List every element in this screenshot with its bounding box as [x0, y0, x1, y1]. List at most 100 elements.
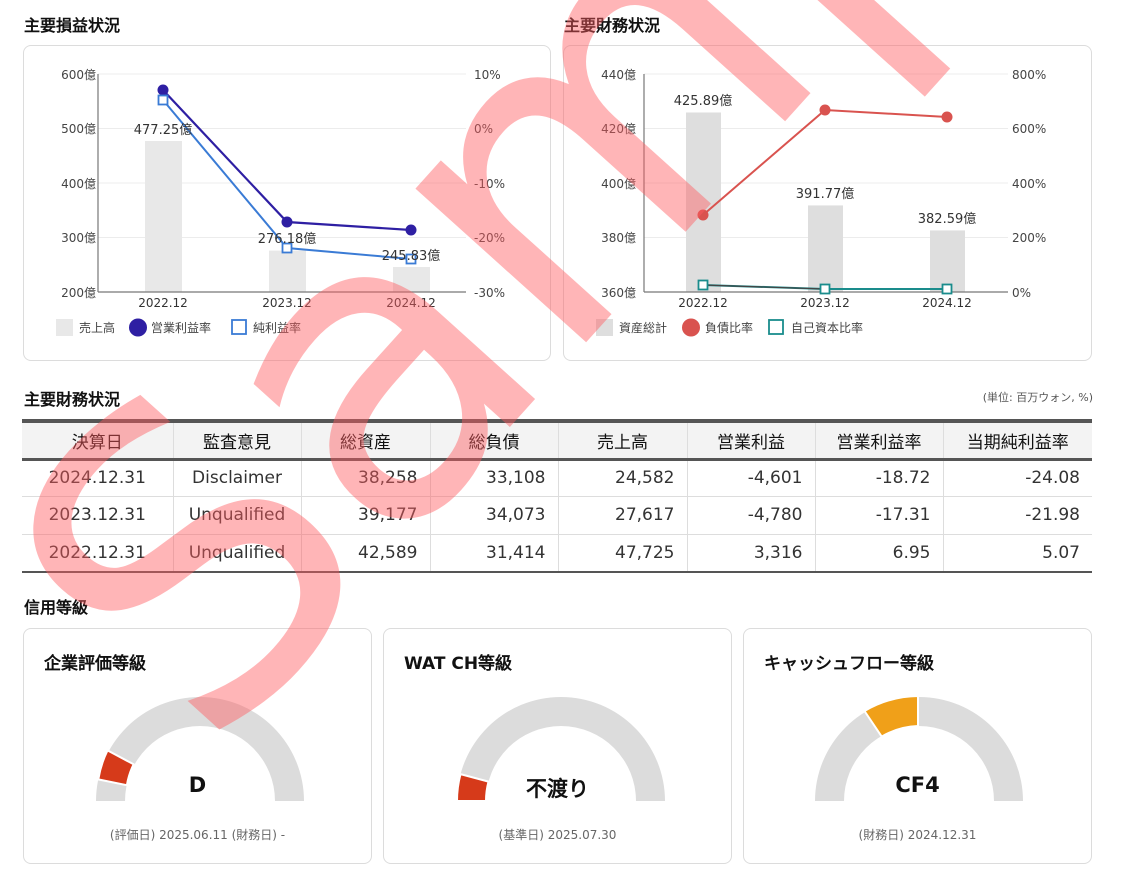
income-legend: 売上高 営業利益率 純利益率	[56, 318, 301, 337]
table-row: 2023.12.31 Unqualified 39,177 34,073 27,…	[22, 496, 1092, 535]
bar-sales-2024[interactable]	[393, 267, 430, 292]
table-header-row: 決算日 監査意見 総資産 総負債 売上高 営業利益 営業利益率 当期純利益率	[22, 419, 1092, 461]
op-margin-point-2022[interactable]	[157, 84, 169, 96]
bar-value-label: 425.89億	[674, 93, 733, 109]
income-right-tick: -20%	[474, 231, 505, 245]
legend-circle-icon	[682, 318, 700, 337]
cell-date: 2022.12.31	[22, 534, 173, 573]
income-chart-svg: 600億 500億 400億 300億 200億 10% 0% -10% -20…	[56, 68, 505, 337]
equity-ratio-point-2022[interactable]	[697, 279, 709, 291]
bar-assets-2024[interactable]	[930, 230, 965, 292]
bar-assets-2023[interactable]	[808, 205, 843, 292]
cell-operating-income: 3,316	[686, 534, 815, 573]
balance-right-tick: 0%	[1012, 286, 1031, 300]
grade-card-title: WAT CH等級	[404, 654, 513, 674]
grade-date: (基準日) 2025.07.30	[498, 828, 617, 842]
column-header[interactable]: 売上高	[557, 419, 687, 461]
grade-card-title: 企業評価等級	[44, 654, 146, 674]
balance-left-tick: 380億	[601, 231, 636, 245]
column-header[interactable]: 総負債	[429, 419, 558, 461]
credit-section-title: 信用等級	[24, 598, 89, 617]
net-margin-point-2022[interactable]	[157, 94, 169, 106]
income-left-tick: 300億	[61, 231, 96, 245]
debt-ratio-point-2022[interactable]	[697, 209, 709, 221]
cell-total-assets: 38,258	[300, 459, 430, 497]
column-header[interactable]: 総資産	[300, 419, 430, 461]
balance-section-title: 主要財務状況	[564, 16, 661, 35]
op-margin-point-2023[interactable]	[281, 216, 293, 228]
grade-card-title: キャッシュフロー等級	[764, 654, 934, 674]
cell-audit-opinion: Unqualified	[172, 534, 301, 573]
debt-ratio-point-2023[interactable]	[819, 104, 831, 116]
grade-value: CF4	[895, 773, 940, 797]
legend-label: 資産総計	[619, 320, 667, 335]
table-section-title: 主要財務状況	[24, 390, 121, 409]
balance-left-tick: 440億	[601, 68, 636, 82]
balance-legend: 資産総計 負債比率 自己資本比率	[596, 318, 863, 337]
bar-value-label: 382.59億	[918, 211, 977, 227]
cell-net-margin: -24.08	[942, 459, 1092, 497]
grade-card-corporate: 企業評価等級 D (評価日) 2025.06.11 (財務日) -	[23, 628, 372, 864]
balance-chart-card: 440億 420億 400億 380億 360億 800% 600% 400% …	[563, 45, 1092, 361]
equity-ratio-point-2023[interactable]	[819, 283, 831, 295]
net-margin-point-2023[interactable]	[281, 242, 293, 254]
bar-value-label: 245.83億	[382, 248, 441, 264]
bar-sales-2023[interactable]	[269, 250, 306, 292]
cell-net-margin: 5.07	[942, 534, 1092, 573]
column-header[interactable]: 営業利益	[686, 419, 815, 461]
cell-audit-opinion: Disclaimer	[172, 459, 301, 497]
column-header[interactable]: 営業利益率	[814, 419, 943, 461]
grade-card-cashflow: キャッシュフロー等級 CF4 (財務日) 2024.12.31	[743, 628, 1092, 864]
legend-bar-swatch	[596, 319, 613, 336]
bar-assets-2022[interactable]	[686, 112, 721, 293]
income-right-tick: 10%	[474, 68, 501, 82]
op-margin-point-2024[interactable]	[405, 224, 417, 236]
legend-square-icon	[768, 319, 784, 335]
unit-note: (単位: 百万ウォン, %)	[982, 391, 1093, 404]
balance-category-label: 2023.12	[800, 296, 850, 310]
income-category-label: 2023.12	[262, 296, 312, 310]
income-category-label: 2024.12	[386, 296, 436, 310]
balance-left-tick: 360億	[601, 286, 636, 300]
income-section-title: 主要損益状況	[24, 16, 121, 35]
column-header[interactable]: 当期純利益率	[942, 419, 1092, 461]
balance-chart-svg: 440億 420億 400億 380億 360億 800% 600% 400% …	[596, 68, 1046, 337]
legend-label: 自己資本比率	[791, 320, 863, 335]
bar-value-label: 391.77億	[796, 186, 855, 202]
legend-label: 営業利益率	[151, 320, 211, 335]
cell-operating-income: -4,780	[686, 496, 815, 535]
equity-ratio-point-2024[interactable]	[941, 283, 953, 295]
bar-value-label: 276.18億	[258, 231, 317, 247]
balance-right-tick: 800%	[1012, 68, 1046, 82]
gauge-segment-active	[455, 772, 490, 802]
income-left-tick: 200億	[61, 286, 96, 300]
cell-operating-margin: 6.95	[814, 534, 943, 573]
cell-total-assets: 42,589	[300, 534, 430, 573]
cell-net-margin: -21.98	[942, 496, 1092, 535]
legend-bar-swatch	[56, 319, 73, 336]
column-header[interactable]: 決算日	[22, 419, 173, 461]
grade-date: (財務日) 2024.12.31	[858, 828, 977, 842]
bar-sales-2022[interactable]	[145, 141, 182, 292]
net-margin-point-2024[interactable]	[405, 253, 417, 265]
column-header[interactable]: 監査意見	[172, 419, 301, 461]
legend-square-icon	[231, 319, 247, 335]
legend-label: 負債比率	[705, 320, 753, 335]
balance-left-tick: 400億	[601, 177, 636, 191]
cell-date: 2023.12.31	[22, 496, 173, 535]
balance-right-tick: 200%	[1012, 231, 1046, 245]
income-category-label: 2022.12	[138, 296, 188, 310]
legend-circle-icon	[129, 318, 147, 337]
income-left-tick: 500億	[61, 122, 96, 136]
cell-date: 2024.12.31	[22, 459, 173, 497]
gauge-segment-active	[863, 694, 919, 738]
bar-value-label: 477.25億	[134, 122, 193, 138]
grade-value: D	[188, 773, 207, 797]
debt-ratio-point-2024[interactable]	[941, 111, 953, 123]
cell-total-assets: 39,177	[300, 496, 430, 535]
income-left-tick: 400億	[61, 177, 96, 191]
balance-left-tick: 420億	[601, 122, 636, 136]
cell-audit-opinion: Unqualified	[172, 496, 301, 535]
gauge-corporate	[96, 697, 304, 801]
gauge-watch	[455, 697, 665, 802]
